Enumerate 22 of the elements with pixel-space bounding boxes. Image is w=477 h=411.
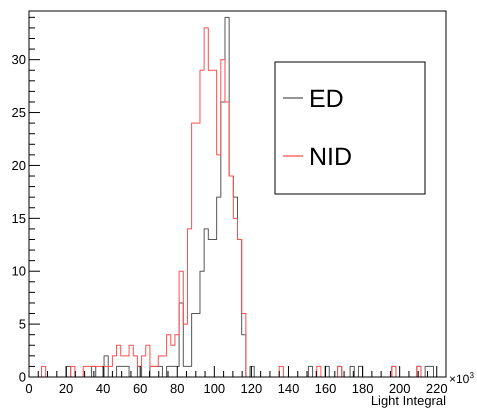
- x-tick-label: 160: [314, 381, 336, 396]
- y-tick-label: 15: [12, 210, 26, 226]
- x-axis-title: Light Integral: [370, 393, 446, 408]
- x-tick-label: 120: [240, 381, 262, 396]
- x-tick-label: 220: [426, 381, 448, 396]
- y-tick-label: 20: [12, 158, 26, 173]
- x-tick-label: 60: [132, 381, 148, 396]
- y-tick-label: 30: [12, 52, 26, 68]
- x-tick-label: 20: [58, 381, 74, 396]
- text: ×10$^{3}$: [449, 370, 474, 386]
- y-tick-label: 5: [18, 316, 26, 332]
- y-tick-label: 25: [12, 105, 26, 120]
- y-tick-label: 0: [18, 370, 26, 384]
- x-tick-label: 180: [352, 381, 374, 396]
- legend-label: ED: [309, 85, 344, 113]
- x-tick-label: 40: [96, 381, 110, 396]
- y-tick-label: 10: [12, 264, 26, 279]
- legend-label: NID: [309, 143, 352, 171]
- x-tick-label: 100: [203, 381, 226, 396]
- x-tick-label: 200: [388, 381, 411, 396]
- x-tick-label: 140: [278, 381, 300, 396]
- x-tick-label: 80: [170, 381, 184, 396]
